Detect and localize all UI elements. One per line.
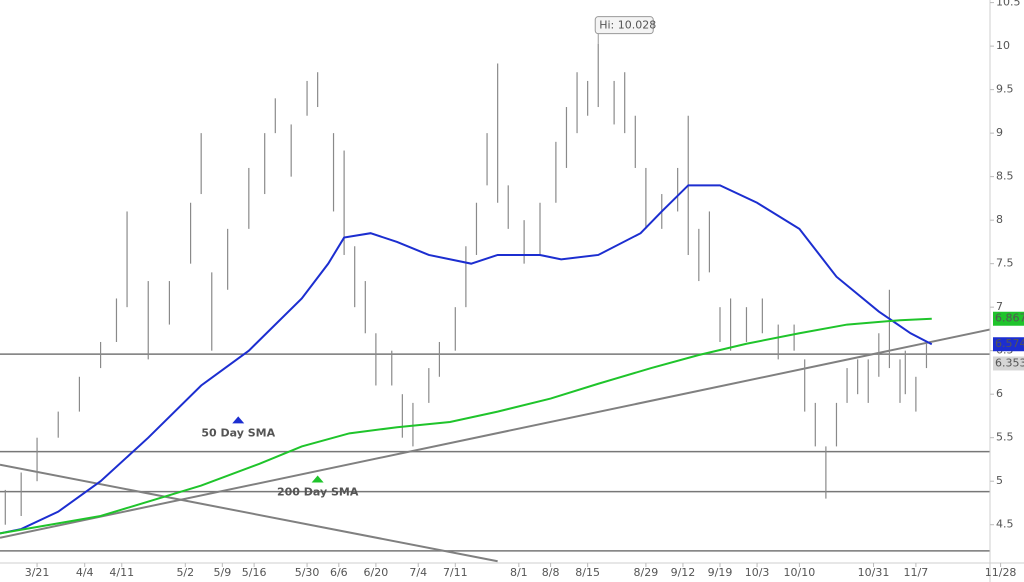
sma-line (0, 184, 933, 535)
y-tick-label: 4.5 (996, 518, 1014, 531)
x-tick-label: 8/29 (634, 566, 659, 579)
x-tick-label: 9/12 (671, 566, 696, 579)
x-tick-label: 5/2 (176, 566, 194, 579)
x-tick-label: 7/4 (409, 566, 427, 579)
price-label: 6.353 (995, 356, 1024, 369)
price-box (993, 337, 1024, 352)
y-tick-label: 8 (996, 213, 1003, 226)
x-tick-label: 9/19 (708, 566, 733, 579)
legend-label: 200 Day SMA (277, 486, 359, 499)
x-tick-label: 10/3 (745, 566, 770, 579)
price-box (993, 356, 1024, 371)
x-tick-label: 3/21 (25, 566, 50, 579)
legend-marker (311, 475, 324, 483)
x-tick-label: 8/15 (575, 566, 600, 579)
y-tick-label: 5.5 (996, 431, 1014, 444)
x-tick-label: 5/9 (214, 566, 232, 579)
x-tick-label: 8/1 (510, 566, 528, 579)
x-tick-label: 11/7 (904, 566, 929, 579)
legend-marker (232, 416, 245, 424)
x-tick-label: 4/4 (76, 566, 94, 579)
legend-label: 50 Day SMA (201, 426, 275, 439)
price-box (993, 311, 1024, 326)
y-tick-label: 8.5 (996, 170, 1014, 183)
y-tick-label: 9.5 (996, 83, 1014, 96)
x-tick-label: 6/20 (364, 566, 389, 579)
y-tick-label: 7.5 (996, 257, 1014, 270)
x-tick-label: 11/28 (985, 566, 1017, 579)
y-tick-label: 7 (996, 300, 1003, 313)
y-tick-label: 6 (996, 387, 1003, 400)
x-tick-label: 6/6 (330, 566, 348, 579)
trend-line (0, 328, 990, 539)
plot-area (0, 43, 990, 563)
price-label: 6.574 (995, 337, 1024, 350)
x-tick-label: 8/8 (542, 566, 560, 579)
x-tick-label: 5/16 (242, 566, 267, 579)
x-tick-label: 5/30 (295, 566, 320, 579)
x-tick-label: 7/11 (443, 566, 468, 579)
y-tick-label: 10.5 (996, 0, 1021, 9)
x-tick-label: 10/31 (858, 566, 890, 579)
annotation-box (594, 16, 654, 35)
x-tick-label: 10/10 (784, 566, 816, 579)
y-tick-label: 5 (996, 474, 1003, 487)
sma-line (0, 317, 932, 535)
trend-line (0, 463, 498, 563)
price-label: 6.867 (995, 312, 1024, 325)
y-tick-label: 10 (996, 39, 1010, 52)
x-tick-label: 4/11 (109, 566, 134, 579)
y-tick-label: 9 (996, 126, 1003, 139)
annotation: Hi: 10.028 (599, 19, 656, 32)
